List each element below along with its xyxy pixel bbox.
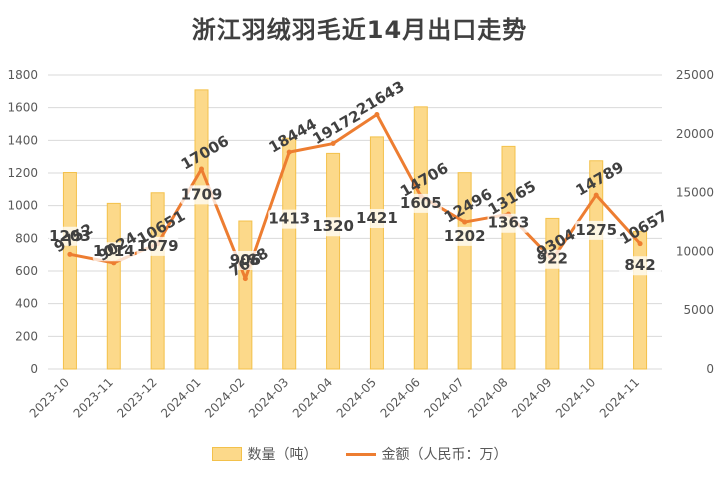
bar-data-label: 1203 [49,227,91,245]
bar [282,137,297,370]
line-point [637,241,643,247]
y-right-tick-label: 0 [706,362,714,376]
y-left-tick-label: 1400 [7,133,38,147]
bar-data-label: 1014 [93,242,135,260]
y-right-tick-label: 10000 [676,244,714,258]
bar [62,172,77,370]
line-point [199,166,204,172]
y-left-tick-label: 1200 [7,166,38,180]
bar-data-label: 1079 [137,237,179,255]
legend-label-amount: 金额（人民币：万） [381,447,508,463]
line-point [242,276,248,282]
legend: 数量（吨） 金额（人民币：万） [0,444,719,464]
bar-data-label: 906 [230,251,261,269]
bar-data-label: 1709 [181,185,223,203]
x-tick-label: 2024-02 [202,375,247,420]
bar-label-bg [575,220,618,240]
bar-label-bg [531,249,574,269]
y-left-tick-label: 800 [15,231,38,245]
line-point [330,141,336,147]
legend-item-amount: 金额（人民币：万） [345,444,508,464]
y-right-tick-label: 5000 [683,303,714,317]
x-tick-label: 2023-11 [71,375,116,420]
x-tick-label: 2023-10 [27,375,72,420]
line-point [111,260,117,266]
y-left-tick-label: 600 [15,264,38,278]
y-left-tick-label: 0 [30,362,38,376]
legend-bar-swatch [211,447,242,461]
x-tick-label: 2024-11 [597,375,642,420]
chart-title: 浙江羽绒羽毛近14月出口走势 [191,16,528,44]
bar-data-label: 922 [537,250,568,268]
bar [238,220,253,370]
x-tick-label: 2024-06 [378,375,423,420]
line-point [67,251,73,257]
legend-item-quantity: 数量（吨） [211,444,318,464]
y-left-tick-label: 1800 [7,68,38,82]
bar-label-bg [487,213,530,233]
bar [194,89,209,370]
y-right-tick-label: 15000 [676,186,714,200]
bar [633,230,648,370]
bar-label-bg [92,242,135,262]
x-tick-label: 2024-07 [421,375,466,420]
bar-data-label: 842 [624,256,655,274]
y-right-tick-label: 20000 [676,127,714,141]
bar [326,152,341,370]
x-tick-label: 2024-01 [158,375,203,420]
x-tick-label: 2024-04 [290,375,335,420]
bar [501,145,516,370]
bar-data-label: 1605 [400,194,442,212]
bar-data-label: 1275 [575,221,617,239]
bar-data-label: 1363 [488,214,530,232]
y-left-tick-label: 1600 [7,101,38,115]
legend-line-swatch [345,452,376,456]
bar-data-label: 1202 [444,227,486,245]
x-tick-label: 2024-08 [465,375,510,420]
legend-label-quantity: 数量（吨） [247,447,318,463]
x-tick-label: 2024-03 [246,375,291,420]
y-right-tick-label: 25000 [676,68,714,82]
x-tick-label: 2023-12 [114,375,159,420]
x-tick-label: 2024-10 [553,375,598,420]
line-point [374,111,380,117]
x-tick-label: 2024-09 [509,375,554,420]
bar-label-bg [312,217,355,237]
bar [106,202,121,370]
bar-label-bg [224,251,267,271]
line-point [462,219,468,225]
x-tick-label: 2024-05 [334,375,379,420]
line-point [593,192,599,198]
bar-label-bg [399,193,442,213]
bar-label-bg [443,226,486,246]
bar-label-bg [180,185,223,205]
bar-data-label: 1320 [312,217,354,235]
bar-data-label: 1421 [356,209,398,227]
bar [369,136,384,370]
bar-label-bg [268,209,311,229]
y-left-tick-label: 200 [15,329,38,343]
y-left-tick-label: 400 [15,297,38,311]
bar-data-label: 1413 [268,210,310,228]
bar [413,106,428,370]
bar-label-bg [619,256,662,276]
bar-label-bg [136,236,179,256]
line-data-label: 21643 [353,77,407,119]
line-point [286,149,292,155]
bar-label-bg [355,208,398,228]
y-left-tick-label: 1000 [7,199,38,213]
bar-label-bg [48,226,91,246]
bar [589,160,604,370]
